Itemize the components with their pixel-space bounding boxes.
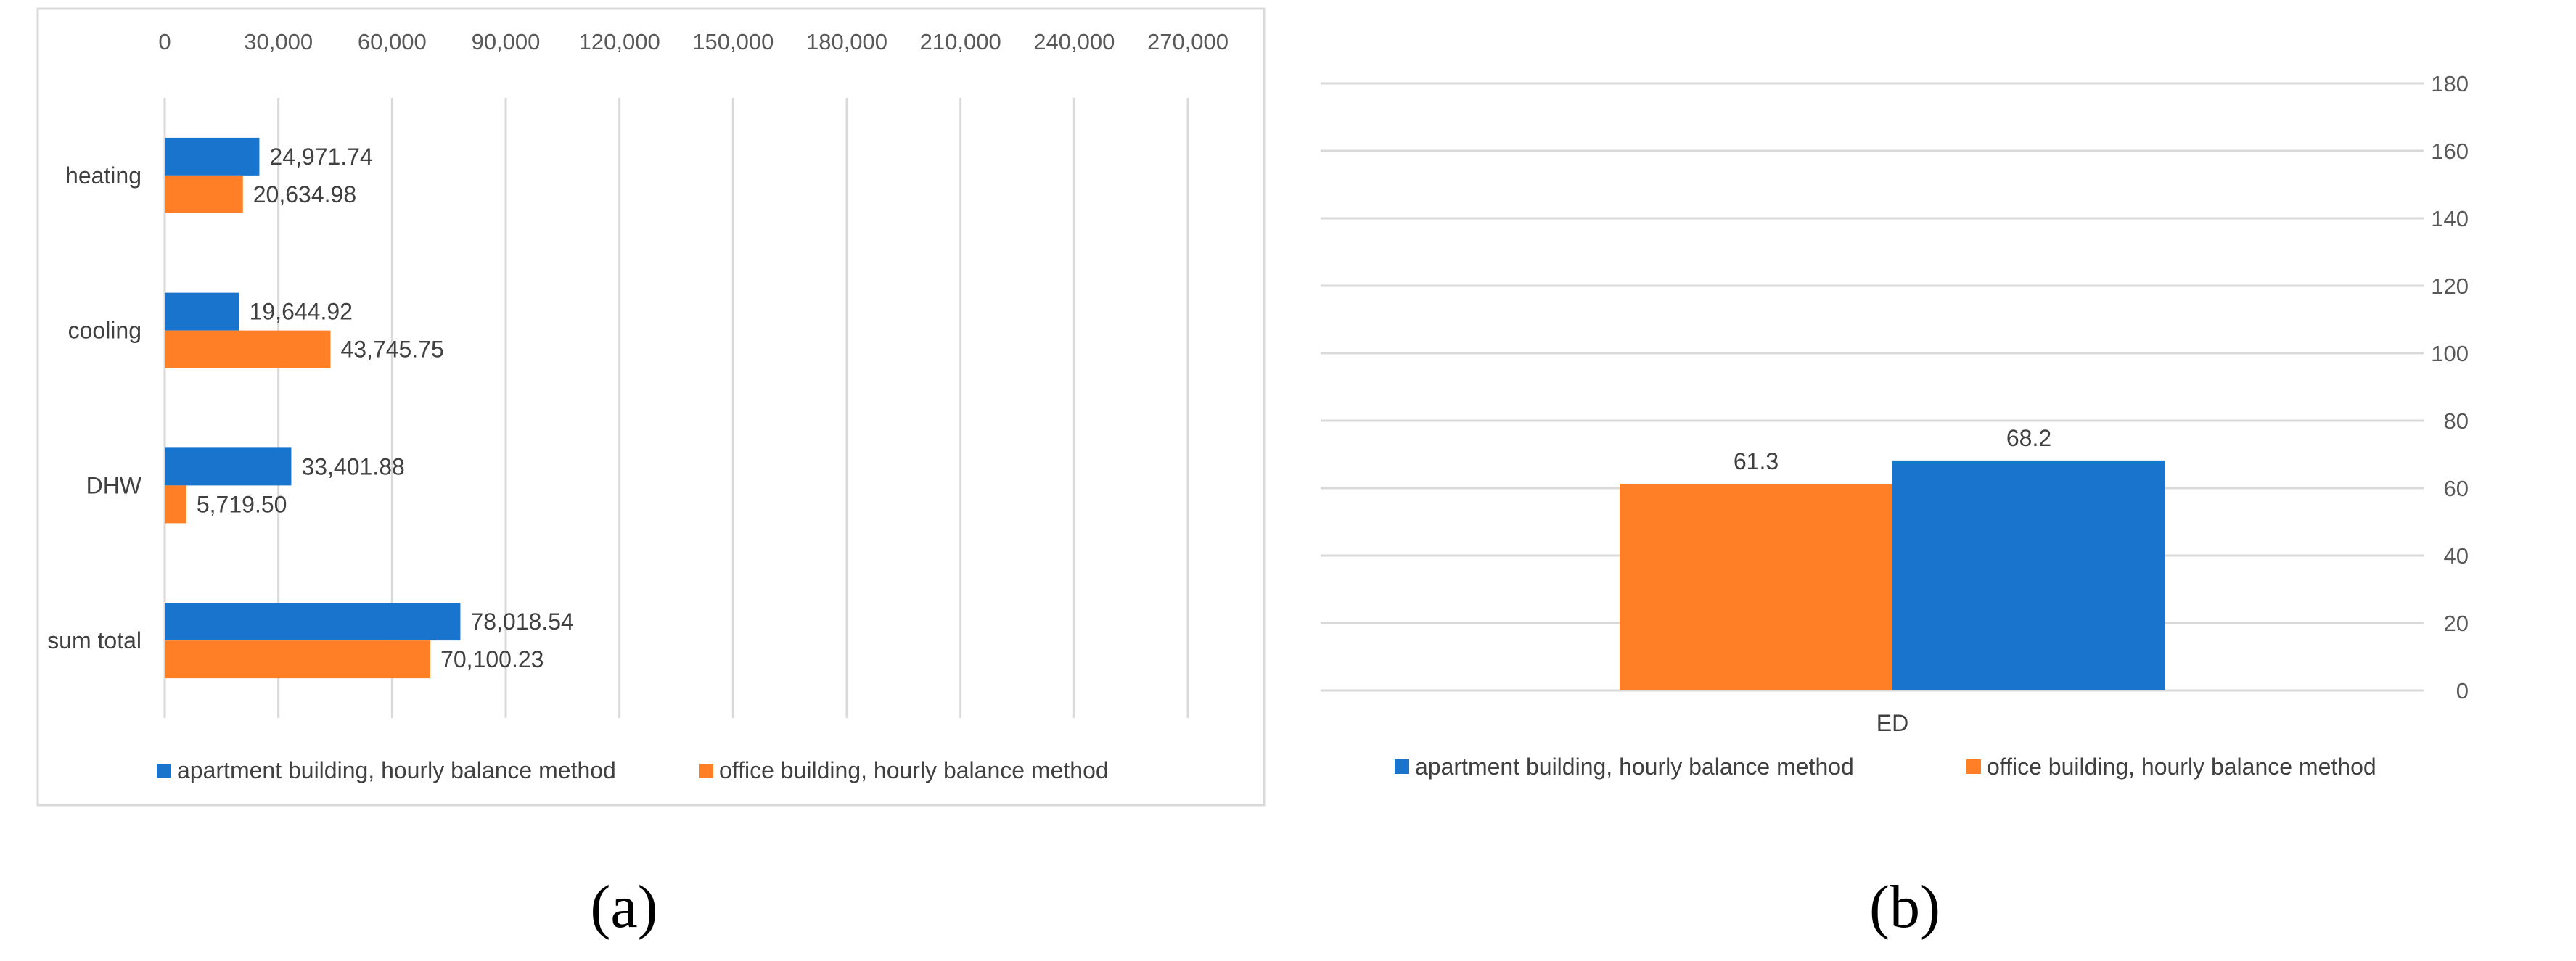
- chart-a-gridlines: [163, 98, 1189, 718]
- chart-a-category-label: sum total: [47, 627, 141, 653]
- legend-swatch-apartment: [157, 764, 171, 778]
- chart-b-y-tick-label: 160: [2431, 139, 2469, 164]
- chart-a-data-labels: 24,971.74 20,634.98 19,644.92 43,745.75 33,4…: [197, 144, 574, 672]
- chart-b-y-tick-label: 0: [2456, 678, 2469, 704]
- chart-b-legend: apartment building, hourly balance metho…: [1395, 754, 2376, 780]
- chart-a-frame: [36, 7, 1266, 807]
- chart-a-x-tick-label: 270,000: [1147, 29, 1228, 54]
- chart-a-data-label: 5,719.50: [197, 491, 287, 517]
- chart-b-y-tick-label: 20: [2444, 611, 2469, 636]
- chart-b-category-label: ED: [1876, 710, 1908, 736]
- chart-a-x-tick-label: 240,000: [1033, 29, 1115, 54]
- legend-swatch-apartment-b: [1395, 759, 1409, 774]
- chart-b: 0 20 40 60 80 100 120 140 160 180 61.3 68.2 ED apa…: [1321, 71, 2469, 941]
- chart-a-data-label: 24,971.74: [269, 144, 372, 170]
- chart-b-y-tick-label: 60: [2444, 476, 2469, 501]
- chart-b-bar: [1892, 460, 2165, 690]
- chart-a-data-label: 19,644.92: [250, 299, 353, 325]
- chart-a-data-label: 78,018.54: [470, 609, 573, 635]
- chart-a-data-label: 33,401.88: [301, 453, 404, 479]
- chart-a-x-ticks: 0 30,000 60,000 90,000 120,000 150,000 180,000…: [158, 29, 1228, 54]
- caption-a: (a): [590, 873, 657, 941]
- chart-a-x-tick-label: 180,000: [806, 29, 887, 54]
- chart-a-bar: [165, 292, 239, 331]
- chart-a-bar: [165, 175, 243, 213]
- chart-b-data-label: 68.2: [2006, 425, 2051, 451]
- chart-b-bar: [1620, 483, 1892, 690]
- chart-a-bar: [165, 137, 260, 176]
- chart-b-y-tick-label: 100: [2431, 341, 2469, 366]
- chart-a-x-tick-label: 30,000: [244, 29, 313, 54]
- chart-b-y-tick-label: 140: [2431, 206, 2469, 231]
- chart-a-data-label: 70,100.23: [440, 646, 543, 672]
- chart-a-x-tick-label: 60,000: [358, 29, 427, 54]
- chart-a-category-label: heating: [65, 162, 141, 189]
- legend-label-office-b: office building, hourly balance method: [1987, 754, 2376, 780]
- chart-a: 0 30,000 60,000 90,000 120,000 150,000 180,000…: [36, 7, 1266, 941]
- legend-swatch-office-b: [1966, 759, 1981, 774]
- chart-a-bar: [165, 603, 461, 641]
- chart-a-categories: heating cooling DHW sum total: [47, 162, 142, 653]
- chart-b-y-ticks: 0 20 40 60 80 100 120 140 160 180: [2431, 71, 2469, 704]
- chart-a-x-tick-label: 90,000: [472, 29, 541, 54]
- chart-b-y-tick-label: 40: [2444, 543, 2469, 569]
- chart-a-data-label: 43,745.75: [340, 337, 443, 363]
- chart-a-x-tick-label: 0: [158, 29, 171, 54]
- chart-a-bar: [165, 447, 292, 486]
- chart-a-bars: [165, 137, 461, 679]
- legend-swatch-office: [699, 764, 713, 778]
- chart-b-data-label: 61.3: [1734, 448, 1779, 474]
- chart-b-y-tick-label: 180: [2431, 71, 2469, 96]
- legend-label-office: office building, hourly balance method: [719, 757, 1109, 783]
- chart-a-bar: [165, 640, 431, 679]
- chart-a-x-tick-label: 120,000: [579, 29, 660, 54]
- chart-a-data-label: 20,634.98: [253, 181, 356, 207]
- chart-b-y-tick-label: 120: [2431, 273, 2469, 299]
- chart-a-bar: [165, 485, 186, 524]
- caption-b: (b): [1869, 873, 1940, 941]
- legend-label-apartment: apartment building, hourly balance metho…: [177, 757, 616, 783]
- chart-a-legend: apartment building, hourly balance metho…: [157, 757, 1109, 783]
- chart-b-bars: [1620, 460, 2165, 690]
- chart-a-category-label: cooling: [68, 318, 141, 344]
- chart-b-y-tick-label: 80: [2444, 408, 2469, 434]
- chart-a-x-tick-label: 210,000: [920, 29, 1001, 54]
- chart-a-category-label: DHW: [86, 472, 142, 498]
- legend-label-apartment-b: apartment building, hourly balance metho…: [1415, 754, 1854, 780]
- chart-b-data-labels: 61.3 68.2: [1734, 425, 2051, 474]
- chart-a-x-tick-label: 150,000: [692, 29, 774, 54]
- chart-a-bar: [165, 330, 331, 368]
